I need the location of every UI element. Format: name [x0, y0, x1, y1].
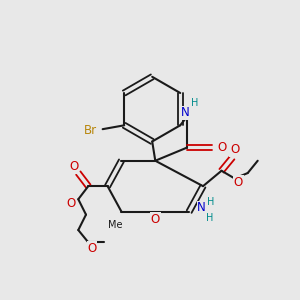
Text: O: O	[234, 176, 243, 189]
Text: H: H	[207, 197, 214, 207]
Text: O: O	[88, 242, 97, 255]
Text: O: O	[151, 213, 160, 226]
Text: O: O	[230, 143, 239, 157]
Text: O: O	[66, 196, 75, 210]
Text: H: H	[191, 98, 198, 108]
Text: Me: Me	[108, 220, 122, 230]
Text: N: N	[197, 201, 206, 214]
Text: N: N	[181, 106, 190, 119]
Text: H: H	[206, 213, 213, 223]
Text: Br: Br	[84, 124, 97, 137]
Text: O: O	[69, 160, 78, 173]
Text: O: O	[218, 141, 227, 154]
